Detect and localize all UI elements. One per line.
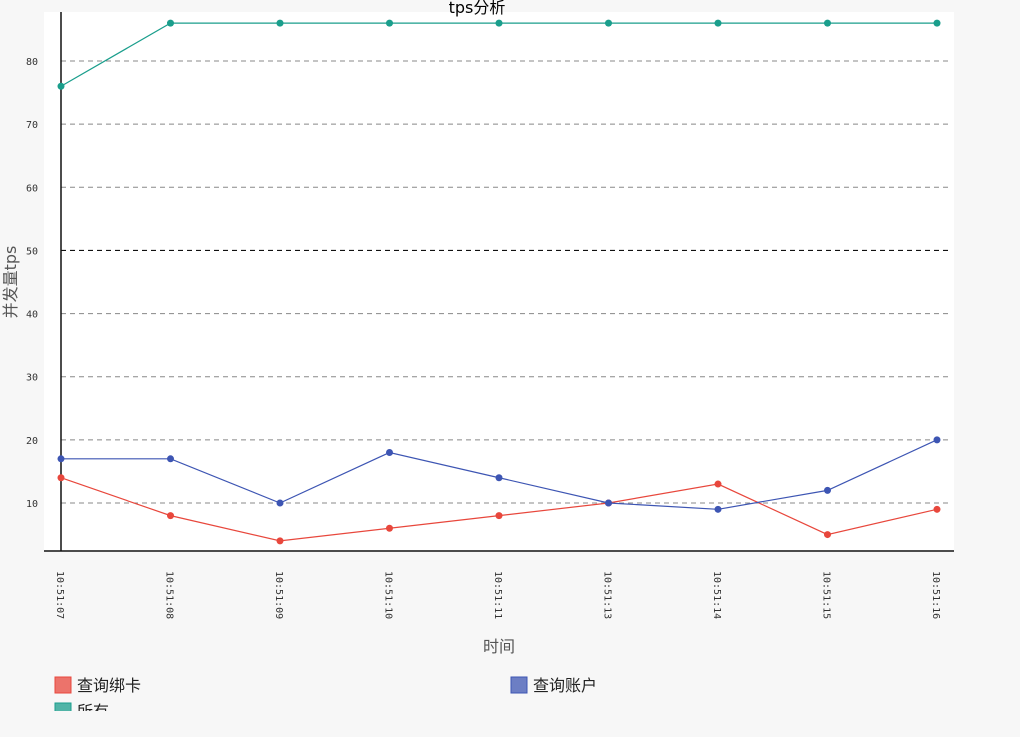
data-point-1-0 xyxy=(57,455,65,463)
data-point-2-3 xyxy=(386,19,393,27)
x-tick-label-3: 10:51:10 xyxy=(383,571,394,619)
x-axis-title: 时间 xyxy=(483,637,515,656)
data-point-1-8 xyxy=(933,436,941,444)
data-point-1-7 xyxy=(824,486,831,494)
plot-background xyxy=(44,12,954,552)
y-tick-label-40: 40 xyxy=(26,310,38,321)
legend-label-1: 查询账户 xyxy=(533,676,597,695)
legend-swatch-0 xyxy=(54,676,72,694)
x-tick-label-1: 10:51:08 xyxy=(164,571,175,619)
data-point-1-1 xyxy=(167,455,174,463)
x-tick-label-8: 10:51:16 xyxy=(930,571,941,619)
series-lines xyxy=(57,19,941,545)
tick-labels: 10 20 30 40 50 60 70 80 10:51:07 10:51:08 10:51:09… xyxy=(26,57,941,619)
data-point-2-2 xyxy=(276,19,284,27)
x-tick-label-2: 10:51:09 xyxy=(273,571,284,619)
x-tick-label-4: 10:51:11 xyxy=(492,571,503,619)
data-point-0-0 xyxy=(57,474,65,482)
data-point-1-5 xyxy=(605,499,612,507)
y-tick-label-20: 20 xyxy=(26,436,38,447)
grid-lines xyxy=(61,60,951,504)
data-point-0-1 xyxy=(167,512,174,520)
data-point-0-6 xyxy=(714,480,722,488)
data-point-1-3 xyxy=(386,448,393,456)
data-point-0-8 xyxy=(933,505,941,513)
chart-title: tps分析 xyxy=(449,0,506,17)
data-point-1-4 xyxy=(495,474,503,482)
data-point-2-6 xyxy=(714,19,722,27)
y-tick-label-80: 80 xyxy=(26,57,38,68)
data-point-2-4 xyxy=(495,19,503,27)
data-point-2-7 xyxy=(824,19,831,27)
legend: 查询绑卡查询账户所有 xyxy=(0,676,1020,737)
x-tick-label-0: 10:51:07 xyxy=(54,571,65,619)
legend-clip-overlay xyxy=(0,711,1020,737)
data-point-0-7 xyxy=(824,531,831,539)
y-tick-label-60: 60 xyxy=(26,183,38,194)
legend-label-0: 查询绑卡 xyxy=(77,676,141,695)
y-tick-label-50: 50 xyxy=(26,246,38,257)
data-point-2-0 xyxy=(57,82,65,90)
data-point-0-2 xyxy=(276,537,284,545)
y-tick-label-10: 10 xyxy=(26,499,38,510)
y-tick-label-70: 70 xyxy=(26,120,38,131)
data-point-2-8 xyxy=(933,19,941,27)
x-tick-label-5: 10:51:13 xyxy=(602,571,613,619)
data-point-1-2 xyxy=(276,499,284,507)
data-point-2-1 xyxy=(167,19,174,27)
data-point-0-4 xyxy=(495,512,503,520)
y-tick-label-30: 30 xyxy=(26,373,38,384)
y-axis-title: 并发量tps xyxy=(1,246,20,319)
data-point-2-5 xyxy=(605,19,612,27)
x-tick-label-6: 10:51:14 xyxy=(711,571,722,619)
data-point-1-6 xyxy=(714,505,722,513)
legend-swatch-1 xyxy=(510,676,528,694)
x-tick-label-7: 10:51:15 xyxy=(821,571,832,619)
data-point-0-3 xyxy=(386,524,393,532)
